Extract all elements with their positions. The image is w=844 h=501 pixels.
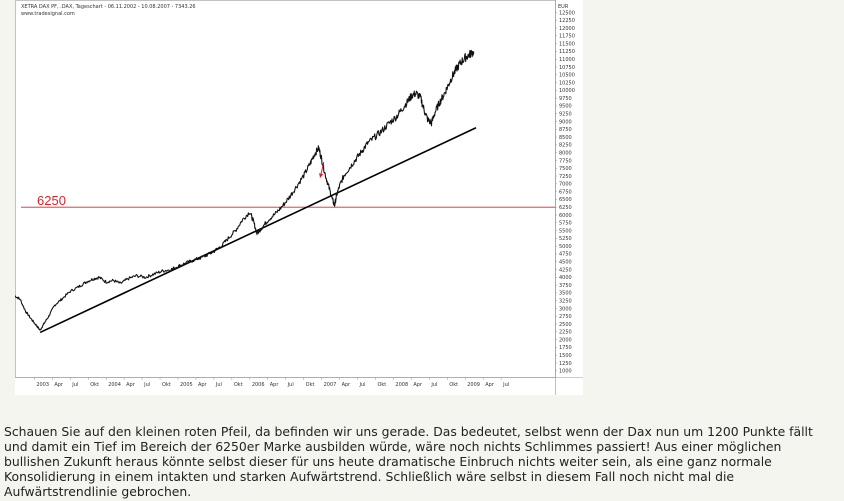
caption-text: Schauen Sie auf den kleinen roten Pfeil,… — [4, 424, 813, 499]
x-tick-label: Apr — [413, 382, 423, 388]
y-tick-label: 11750 — [559, 34, 575, 40]
y-tick-label: 8750 — [559, 127, 572, 133]
y-tick-label: 10750 — [559, 65, 575, 71]
y-tick-label: 11000 — [559, 57, 575, 63]
y-tick-label: 10000 — [559, 88, 575, 94]
y-tick-label: 5250 — [559, 236, 572, 242]
y-tick-label: 2500 — [559, 322, 572, 328]
y-tick-label: 4750 — [559, 252, 572, 258]
red-arrow-head — [318, 173, 324, 178]
x-tick-label: Okt — [306, 382, 315, 388]
x-tick-label: Jul — [71, 382, 78, 388]
x-tick-label: Jul — [430, 382, 437, 388]
x-tick-label: Apr — [270, 382, 280, 388]
dax-chart: XETRA DAX PF, .DAX, Tageschart - 06.11.2… — [15, 0, 583, 395]
x-tick-label: Jul — [287, 382, 294, 388]
x-tick-label: Okt — [234, 382, 243, 388]
y-tick-label: 6250 — [559, 205, 572, 211]
y-tick-label: 10250 — [559, 80, 575, 86]
x-tick-label: Jul — [502, 382, 509, 388]
y-tick-label: 6750 — [559, 189, 572, 195]
y-tick-label: 7000 — [559, 182, 572, 188]
y-tick-label: 4500 — [559, 260, 572, 266]
y-tick-label: 10500 — [559, 73, 575, 79]
uptrend-line — [39, 127, 477, 334]
y-tick-label: 6000 — [559, 213, 572, 219]
y-tick-label: 12250 — [559, 18, 575, 24]
y-tick-label: 4000 — [559, 275, 572, 281]
x-tick-label: Apr — [198, 382, 208, 388]
y-tick-label: 11500 — [559, 41, 575, 47]
y-tick-label: 8500 — [559, 135, 572, 141]
y-tick-label: 7250 — [559, 174, 572, 180]
x-tick-label: Apr — [342, 382, 352, 388]
x-tick-label: Apr — [126, 382, 136, 388]
y-tick-label: 2000 — [559, 337, 572, 343]
y-tick-label: 5750 — [559, 221, 572, 227]
y-tick-label: 9500 — [559, 104, 572, 110]
x-tick-label: Jul — [143, 382, 150, 388]
level-label-6250: 6250 — [37, 193, 66, 208]
y-tick-label: 9000 — [559, 119, 572, 125]
y-tick-label: 1250 — [559, 361, 572, 367]
y-tick-label: 2750 — [559, 314, 572, 320]
y-tick-label: 1750 — [559, 345, 572, 351]
y-tick-label: 8250 — [559, 143, 572, 149]
y-tick-label: 9250 — [559, 112, 572, 118]
x-tick-label: 2005 — [180, 382, 193, 388]
y-tick-label: 6500 — [559, 197, 572, 203]
y-tick-label: 3500 — [559, 291, 572, 297]
y-tick-label: 2250 — [559, 330, 572, 336]
y-tick-label: 3250 — [559, 298, 572, 304]
y-tick-label: 9750 — [559, 96, 572, 102]
y-axis-unit: EUR — [558, 4, 569, 10]
plot-frame — [15, 0, 556, 378]
y-tick-label: 4250 — [559, 267, 572, 273]
x-tick-label: 2006 — [252, 382, 265, 388]
x-tick-label: Jul — [359, 382, 366, 388]
x-tick-label: Okt — [90, 382, 99, 388]
y-tick-label: 5500 — [559, 228, 572, 234]
chart-source: www.tradesignal.com — [21, 11, 75, 17]
chart-title: XETRA DAX PF, .DAX, Tageschart - 06.11.2… — [21, 4, 196, 10]
x-tick-label: 2009 — [467, 382, 480, 388]
dax-chart-panel: XETRA DAX PF, .DAX, Tageschart - 06.11.2… — [15, 0, 583, 395]
y-tick-label: 3000 — [559, 306, 572, 312]
x-tick-label: 2008 — [395, 382, 408, 388]
x-tick-label: Jul — [215, 382, 222, 388]
x-tick-label: 2003 — [36, 382, 49, 388]
x-tick-label: Apr — [54, 382, 64, 388]
y-tick-label: 5000 — [559, 244, 572, 250]
y-tick-label: 12000 — [559, 26, 575, 32]
dax-price-series — [15, 49, 475, 331]
y-tick-label: 1500 — [559, 353, 572, 359]
y-tick-label: 7500 — [559, 166, 572, 172]
x-tick-label: Okt — [377, 382, 386, 388]
y-tick-label: 8000 — [559, 150, 572, 156]
y-tick-label: 3750 — [559, 283, 572, 289]
x-tick-label: Okt — [162, 382, 171, 388]
y-tick-label: 12500 — [559, 10, 575, 16]
x-tick-label: Apr — [485, 382, 495, 388]
x-tick-label: 2007 — [324, 382, 337, 388]
x-axis-ticks: 2003 Apr Jul Okt 2004 Apr Jul Okt 2005 Apr Jul Okt 2… — [34, 377, 509, 388]
x-tick-label: Okt — [449, 382, 458, 388]
y-tick-label: 7750 — [559, 158, 572, 164]
y-tick-label: 11250 — [559, 49, 575, 55]
y-tick-label: 1000 — [559, 369, 572, 375]
x-tick-label: 2004 — [108, 382, 121, 388]
